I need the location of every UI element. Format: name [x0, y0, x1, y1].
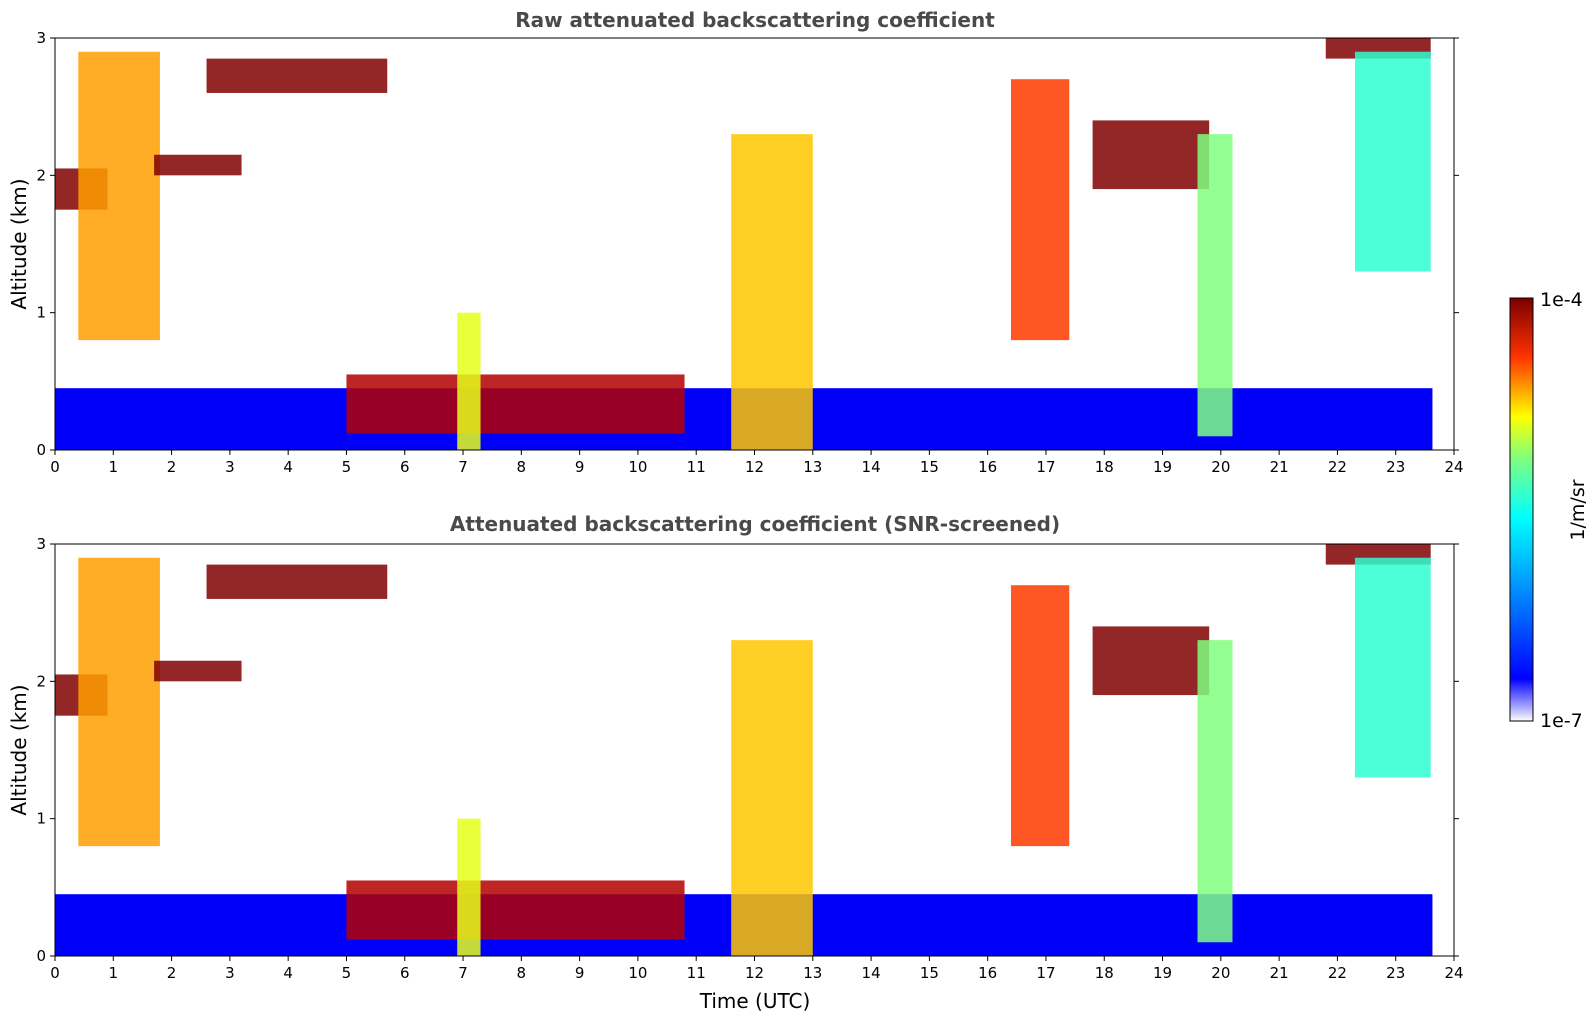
x-tick-label: 17 — [1036, 458, 1055, 476]
heatmap-feature — [1092, 120, 1210, 190]
y-tick-label: 0 — [36, 441, 46, 459]
heatmap-feature — [1092, 626, 1210, 696]
x-tick-label: 2 — [167, 458, 177, 476]
x-tick-label: 20 — [1211, 458, 1230, 476]
x-tick-label: 7 — [458, 964, 468, 982]
x-tick-label: 15 — [920, 964, 939, 982]
x-tick-label: 3 — [225, 458, 235, 476]
x-tick-label: 4 — [283, 964, 293, 982]
heatmap-area — [55, 544, 1433, 956]
x-tick-label: 1 — [109, 458, 119, 476]
x-tick-label: 1 — [109, 964, 119, 982]
colorbar: 1e-4 1e-7 1/m/sr — [1509, 289, 1589, 732]
y-tick-label: 2 — [36, 166, 46, 184]
heatmap-feature — [78, 557, 160, 847]
heatmap-feature — [1010, 585, 1070, 847]
y-tick-label: 1 — [36, 304, 46, 322]
x-tick-label: 13 — [803, 964, 822, 982]
y-tick-label: 2 — [36, 672, 46, 690]
colorbar-unit-label: 1/m/sr — [1567, 479, 1589, 540]
x-tick-label: 11 — [687, 964, 706, 982]
x-tick-label: 18 — [1095, 964, 1114, 982]
x-tick-label: 16 — [978, 964, 997, 982]
heatmap-feature — [731, 640, 813, 956]
x-tick-label: 14 — [862, 964, 881, 982]
heatmap-feature — [457, 312, 481, 450]
y-tick-label: 1 — [36, 810, 46, 828]
x-tick-label: 3 — [225, 964, 235, 982]
y-axis: 0 1 2 3 — [36, 535, 1459, 965]
x-tick-label: 5 — [342, 964, 352, 982]
x-tick-label: 22 — [1328, 458, 1347, 476]
x-tick-label: 24 — [1444, 964, 1463, 982]
x-tick-label: 14 — [862, 458, 881, 476]
x-tick-label: 6 — [400, 458, 410, 476]
heatmap-feature — [154, 660, 242, 682]
heatmap-feature — [346, 880, 685, 940]
heatmap-feature — [206, 58, 388, 93]
heatmap-feature — [1197, 134, 1233, 437]
x-tick-label: 0 — [50, 964, 60, 982]
heatmap-feature — [1354, 51, 1431, 272]
colorbar-gradient — [1509, 297, 1534, 722]
x-tick-label: 21 — [1270, 458, 1289, 476]
panel-title: Raw attenuated backscattering coefficien… — [515, 8, 995, 32]
x-tick-label: 10 — [628, 458, 647, 476]
x-tick-label: 2 — [167, 964, 177, 982]
x-tick-label: 9 — [575, 964, 585, 982]
x-tick-label: 21 — [1270, 964, 1289, 982]
y-tick-label: 3 — [36, 535, 46, 553]
heatmap-feature — [1354, 557, 1431, 778]
y-tick-label: 3 — [36, 29, 46, 47]
x-tick-label: 15 — [920, 458, 939, 476]
raw-backscatter-panel: Raw attenuated backscattering coefficien… — [7, 8, 1464, 476]
plot-frame — [54, 37, 1455, 451]
x-tick-label: 9 — [575, 458, 585, 476]
x-axis: 0 1 2 3 4 5 6 7 8 9 10 11 12 13 14 15 16 17 18 19 20 21 22 23 24 — [50, 956, 1464, 982]
x-tick-label: 24 — [1444, 458, 1463, 476]
heatmap-feature — [154, 154, 242, 176]
x-tick-label: 0 — [50, 458, 60, 476]
y-axis-label: Altitude (km) — [7, 178, 31, 309]
heatmap-feature — [206, 564, 388, 599]
x-tick-label: 5 — [342, 458, 352, 476]
colorbar-max-label: 1e-4 — [1540, 289, 1583, 311]
colorbar-min-label: 1e-7 — [1540, 710, 1583, 732]
x-tick-label: 18 — [1095, 458, 1114, 476]
x-tick-label: 23 — [1386, 458, 1405, 476]
x-tick-label: 22 — [1328, 964, 1347, 982]
x-tick-label: 10 — [628, 964, 647, 982]
x-tick-label: 19 — [1153, 458, 1172, 476]
x-tick-label: 20 — [1211, 964, 1230, 982]
x-tick-label: 8 — [517, 458, 527, 476]
x-tick-label: 19 — [1153, 964, 1172, 982]
panel-title: Attenuated backscattering coefficient (S… — [450, 512, 1060, 536]
x-tick-label: 12 — [745, 964, 764, 982]
heatmap-feature — [1010, 79, 1070, 341]
heatmap-feature — [78, 51, 160, 341]
x-tick-label: 23 — [1386, 964, 1405, 982]
heatmap-feature — [731, 134, 813, 450]
heatmap-feature — [346, 374, 685, 434]
x-tick-label: 8 — [517, 964, 527, 982]
x-tick-label: 4 — [283, 458, 293, 476]
x-tick-label: 13 — [803, 458, 822, 476]
y-axis: 0 1 2 3 — [36, 29, 1459, 459]
y-axis-label: Altitude (km) — [7, 684, 31, 815]
x-tick-label: 11 — [687, 458, 706, 476]
heatmap-area — [55, 38, 1433, 450]
plot-frame — [54, 543, 1455, 957]
snr-screened-panel: Attenuated backscattering coefficient (S… — [7, 512, 1464, 1013]
x-tick-label: 17 — [1036, 964, 1055, 982]
x-tick-label: 7 — [458, 458, 468, 476]
x-tick-label: 16 — [978, 458, 997, 476]
x-tick-label: 6 — [400, 964, 410, 982]
heatmap-feature — [1197, 640, 1233, 943]
x-axis-label: Time (UTC) — [699, 989, 811, 1013]
y-tick-label: 0 — [36, 947, 46, 965]
x-tick-label: 12 — [745, 458, 764, 476]
heatmap-feature — [457, 818, 481, 956]
x-axis: 0 1 2 3 4 5 6 7 8 9 10 11 12 13 14 15 16 17 18 19 20 21 22 23 24 — [50, 450, 1464, 476]
